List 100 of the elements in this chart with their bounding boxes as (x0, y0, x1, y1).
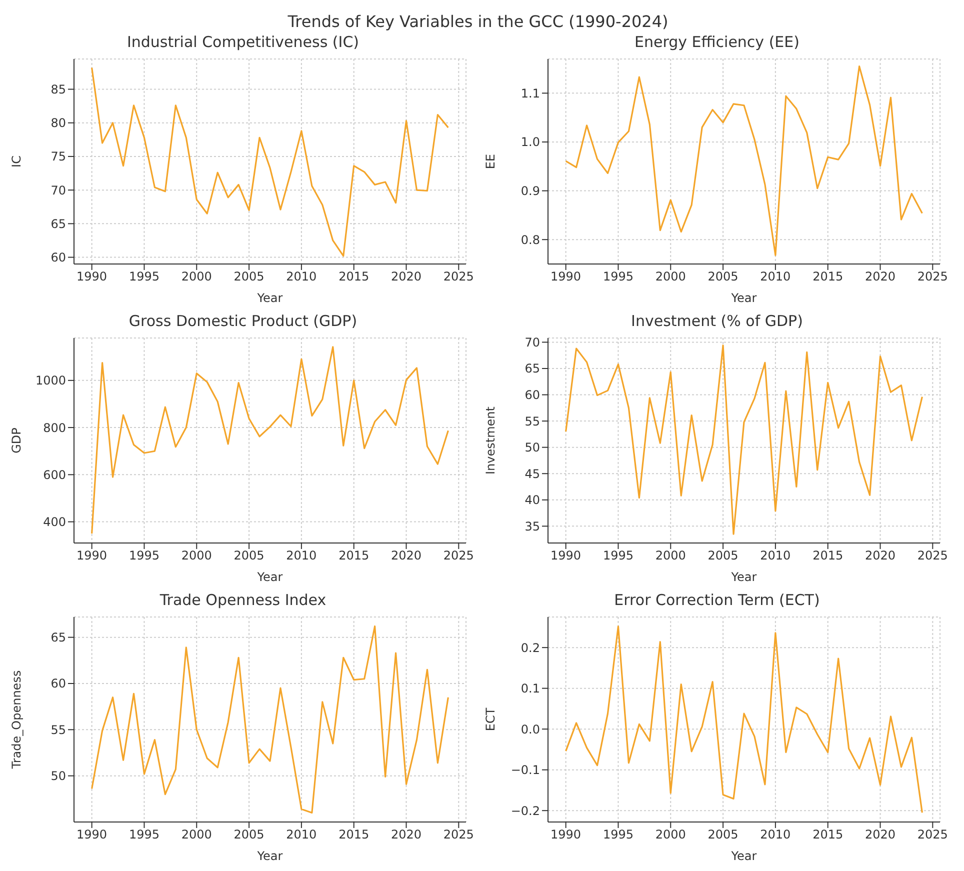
x-tick-label: 2005 (234, 828, 264, 842)
x-tick-label: 1990 (550, 548, 582, 563)
x-tick-label: 1995 (602, 548, 634, 563)
y-tick-label: 40 (524, 493, 540, 508)
y-tick-label: 50 (50, 769, 66, 784)
x-tick-label: 1990 (76, 548, 108, 563)
y-axis-title: GDP (9, 428, 24, 454)
x-tick-label: 2025 (443, 548, 474, 563)
x-tick-label: 2005 (708, 270, 738, 284)
y-tick-label: 50 (524, 440, 540, 455)
x-tick-label: 2000 (655, 548, 686, 563)
x-tick-label: 2020 (864, 828, 896, 842)
y-tick-label: 0.1 (520, 682, 540, 696)
y-tick-label: 0.8 (520, 232, 540, 247)
x-tick-label: 1995 (602, 270, 634, 284)
y-tick-label: 35 (524, 519, 540, 534)
line-series (91, 66, 449, 257)
y-tick-label: 80 (50, 116, 66, 130)
x-tick-label: 2020 (864, 270, 896, 284)
x-tick-label: 2010 (760, 270, 791, 284)
y-tick-label: 60 (50, 250, 66, 265)
x-tick-label: 2025 (917, 548, 948, 563)
y-tick-label: 0.9 (520, 184, 540, 198)
x-tick-label: 2000 (181, 828, 212, 842)
x-tick-label: 2025 (443, 270, 474, 284)
x-axis-title: Year (730, 291, 757, 305)
chart-title: Industrial Competitiveness (IC) (126, 33, 360, 53)
x-tick-label: 1990 (76, 270, 108, 284)
x-tick-label: 2025 (917, 828, 948, 842)
chart-title: Investment (% of GDP) (630, 312, 804, 332)
line-series (91, 346, 449, 534)
y-tick-label: 65 (50, 630, 66, 645)
x-tick-label: 1990 (76, 828, 108, 842)
x-tick-label: 2020 (390, 270, 422, 284)
y-tick-label: −0.2 (510, 804, 540, 818)
y-tick-label: 85 (50, 82, 66, 97)
x-tick-label: 1995 (128, 828, 160, 842)
y-tick-label: 1.1 (520, 86, 540, 100)
line-series (91, 625, 449, 814)
y-tick-label: 0.2 (520, 640, 540, 655)
text: Trends of Key Variables in the GCC (1990-2024) (286, 11, 670, 33)
x-tick-label: 2005 (708, 548, 738, 563)
y-tick-label: 400 (43, 515, 66, 530)
x-tick-label: 1990 (550, 270, 582, 284)
x-tick-label: 2010 (286, 828, 317, 842)
x-tick-label: 2005 (708, 828, 738, 842)
x-tick-label: 2025 (443, 828, 474, 842)
x-tick-label: 2000 (655, 828, 686, 842)
x-tick-label: 2000 (181, 270, 212, 284)
x-tick-label: 2020 (390, 548, 422, 563)
y-axis-title: Investment (483, 406, 498, 474)
x-tick-label: 2010 (760, 828, 791, 842)
line-series (565, 626, 923, 814)
line-series (565, 66, 923, 256)
y-tick-label: 800 (43, 420, 66, 435)
y-tick-label: 60 (524, 388, 540, 402)
y-tick-label: 65 (50, 216, 66, 231)
chart-title: Error Correction Term (ECT) (613, 591, 821, 611)
x-tick-label: 2010 (286, 270, 317, 284)
x-tick-label: 2015 (812, 828, 844, 842)
x-tick-label: 2020 (864, 548, 896, 563)
x-tick-label: 2015 (812, 548, 844, 563)
y-axis-title: IC (9, 156, 24, 168)
y-tick-label: 55 (524, 414, 540, 428)
chart-title: Energy Efficiency (EE) (634, 33, 800, 53)
x-axis-title: Year (256, 849, 283, 863)
x-tick-label: 2015 (338, 270, 370, 284)
x-tick-label: 2025 (917, 270, 948, 284)
x-tick-label: 2010 (760, 548, 791, 563)
x-tick-label: 2005 (234, 270, 264, 284)
x-tick-label: 1995 (128, 548, 160, 563)
x-tick-label: 2010 (286, 548, 317, 563)
y-tick-label: 55 (50, 722, 66, 737)
y-tick-label: 600 (43, 468, 66, 482)
y-tick-label: 70 (524, 335, 540, 350)
y-tick-label: 1.0 (520, 135, 540, 150)
x-axis-title: Year (256, 570, 283, 584)
x-axis-title: Year (256, 291, 283, 305)
y-tick-label: 0.0 (520, 722, 540, 736)
x-tick-label: 2015 (338, 548, 370, 563)
x-tick-label: 2005 (234, 548, 264, 563)
x-axis-title: Year (730, 849, 757, 863)
y-axis-title: ECT (483, 707, 498, 732)
x-axis-title: Year (730, 570, 757, 584)
x-tick-label: 2000 (655, 270, 686, 284)
x-tick-label: 2000 (181, 548, 212, 563)
x-tick-label: 2015 (338, 828, 370, 842)
x-tick-label: 1990 (550, 828, 582, 842)
chart-title: Trade Openness Index (158, 591, 328, 611)
y-tick-label: 60 (50, 676, 66, 691)
line-series (565, 344, 923, 535)
y-tick-label: −0.1 (510, 763, 540, 778)
y-tick-label: 45 (524, 466, 540, 481)
y-tick-label: 75 (50, 150, 66, 164)
x-tick-label: 2015 (812, 270, 844, 284)
y-tick-label: 1000 (35, 374, 66, 388)
x-tick-label: 1995 (602, 828, 634, 842)
x-tick-label: 2020 (390, 828, 422, 842)
y-tick-label: 70 (50, 183, 66, 198)
x-tick-label: 1995 (128, 270, 160, 284)
